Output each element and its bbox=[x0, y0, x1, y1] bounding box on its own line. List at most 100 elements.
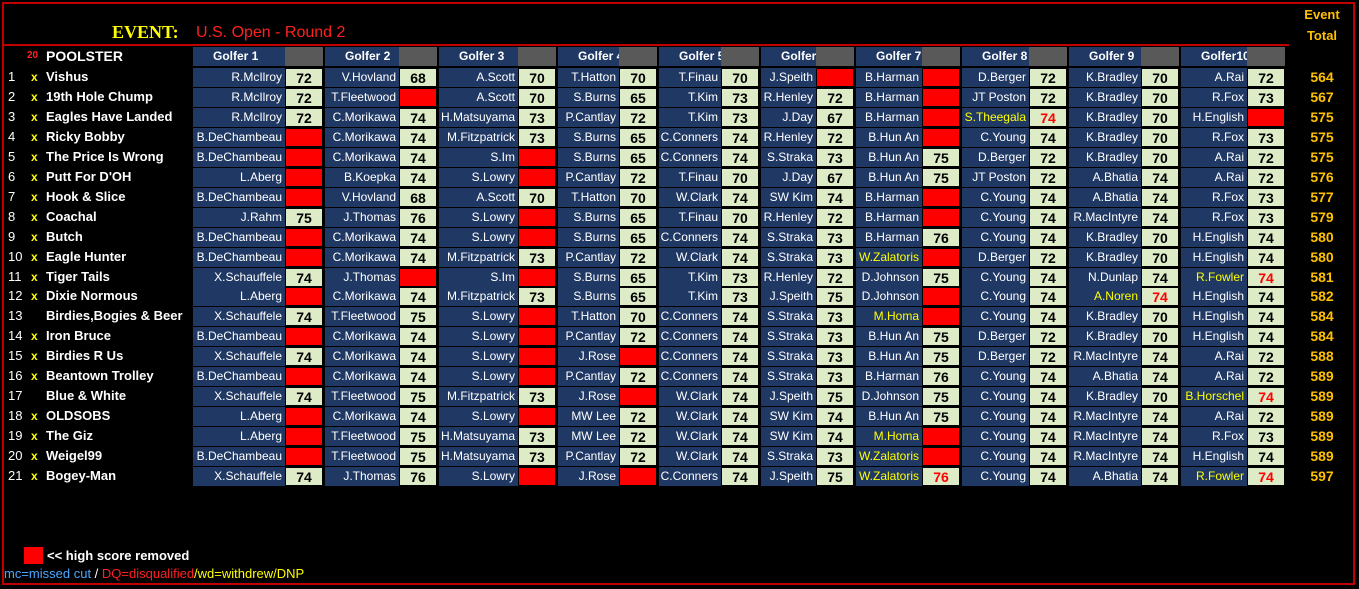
golfer-score-cell bbox=[518, 467, 556, 486]
row-rank: 16 bbox=[8, 368, 23, 384]
golfer-score-cell: 74 bbox=[721, 227, 759, 247]
golfer-name-cell: C.Morikawa bbox=[325, 247, 399, 267]
row-rank: 21 bbox=[8, 468, 23, 483]
golfer-name-cell: K.Bradley bbox=[1069, 387, 1141, 407]
golfer-name-cell: X.Schauffele bbox=[193, 387, 285, 407]
row-paid-mark: x bbox=[31, 369, 38, 384]
row-event-total: 564 bbox=[1310, 69, 1334, 85]
row-event-total: 575 bbox=[1310, 148, 1334, 165]
golfer-score-cell: 76 bbox=[922, 227, 960, 247]
golfer-name-cell: C.Young bbox=[962, 267, 1029, 287]
golfer-header-score-cell bbox=[922, 47, 960, 66]
footnote-wd: /wd=withdrew/DNP bbox=[194, 566, 305, 581]
row-event-total: 575 bbox=[1310, 108, 1334, 125]
row-paid-mark: x bbox=[31, 70, 38, 84]
golfer-score-cell: 74 bbox=[1029, 367, 1067, 387]
golfer-name-cell: C.Morikawa bbox=[325, 327, 399, 347]
row-paid-mark: x bbox=[31, 189, 38, 204]
golfer-score-cell: 74 bbox=[1029, 467, 1067, 486]
golfer-score-cell: 70 bbox=[619, 307, 657, 327]
golfer-name-cell: T.Fleetwood bbox=[325, 87, 399, 107]
table-row: 17 Blue & White X.Schauffele 74 T.Fleetwood 7… bbox=[0, 386, 1359, 407]
poolster-header: POOLSTER bbox=[46, 48, 124, 64]
golfer-name-cell: B.Hun An bbox=[856, 147, 922, 167]
golfer-score-cell: 75 bbox=[399, 447, 437, 467]
golfer-score-cell: 74 bbox=[721, 427, 759, 447]
golfer-name-cell: R.Fox bbox=[1181, 87, 1247, 107]
row-rank: 7 bbox=[8, 188, 16, 204]
golfer-score-cell: 74 bbox=[1247, 467, 1285, 486]
golfer-score-cell: 74 bbox=[816, 407, 854, 427]
golfer-score-cell bbox=[922, 107, 960, 127]
golfer-score-cell: 74 bbox=[399, 367, 437, 387]
golfer-score-cell: 72 bbox=[816, 267, 854, 287]
golfer-score-cell: 74 bbox=[1029, 267, 1067, 287]
row-event-total: 597 bbox=[1310, 468, 1334, 484]
golfer-name-cell: W.Clark bbox=[659, 247, 721, 267]
golfer-name-cell: W.Zalatoris bbox=[856, 467, 922, 486]
golfer-name-cell: R.McIlroy bbox=[193, 107, 285, 127]
golfer-name-cell: B.Koepka bbox=[325, 167, 399, 187]
golfer-score-cell: 74 bbox=[1141, 447, 1179, 467]
golfer-name-cell: C.Conners bbox=[659, 147, 721, 167]
golfer-score-cell: 75 bbox=[922, 347, 960, 367]
row-event-total: 575 bbox=[1310, 128, 1334, 145]
golfer-header-3: Golfer 3 bbox=[439, 47, 556, 66]
golfer-score-cell: 75 bbox=[285, 207, 323, 227]
golfer-score-cell: 74 bbox=[1029, 427, 1067, 447]
table-row: 19 x The Giz L.Aberg T.Fleetwood 75 H.Matsuyam… bbox=[0, 426, 1359, 447]
golfer-score-cell: 65 bbox=[619, 207, 657, 227]
golfer-score-cell: 65 bbox=[619, 227, 657, 247]
golfer-score-cell: 75 bbox=[922, 147, 960, 167]
row-paid-mark: x bbox=[31, 229, 38, 244]
golfer-score-cell: 70 bbox=[1141, 127, 1179, 147]
golfer-score-cell: 72 bbox=[1029, 147, 1067, 167]
golfer-name-cell: D.Johnson bbox=[856, 267, 922, 287]
golfer-name-cell: D.Berger bbox=[962, 68, 1029, 87]
golfer-score-cell bbox=[518, 267, 556, 287]
golfer-score-cell: 74 bbox=[1247, 227, 1285, 247]
golfer-score-cell: 72 bbox=[619, 247, 657, 267]
row-rank: 14 bbox=[8, 328, 23, 344]
golfer-header-2: Golfer 2 bbox=[325, 47, 437, 66]
golfer-score-cell: 70 bbox=[1141, 107, 1179, 127]
golfer-name-cell: T.Fleetwood bbox=[325, 427, 399, 447]
golfer-header-score-cell bbox=[816, 47, 854, 66]
row-rank: 9 bbox=[8, 228, 16, 244]
row-paid-mark: x bbox=[31, 149, 38, 164]
golfer-score-cell: 72 bbox=[1029, 327, 1067, 347]
golfer-score-cell: 75 bbox=[922, 387, 960, 407]
golfer-score-cell: 73 bbox=[518, 127, 556, 147]
golfer-score-cell: 74 bbox=[721, 367, 759, 387]
golfer-name-cell: C.Young bbox=[962, 187, 1029, 207]
golfer-name-cell: B.Hun An bbox=[856, 327, 922, 347]
golfer-name-cell: M.Fitzpatrick bbox=[439, 247, 518, 267]
table-row: 15 x Birdies R Us X.Schauffele 74 C.Morikawa 7… bbox=[0, 346, 1359, 367]
golfer-name-cell: SW Kim bbox=[761, 407, 816, 427]
golfer-score-cell: 74 bbox=[285, 347, 323, 367]
event-total-header-line1: Event bbox=[1304, 7, 1340, 22]
row-event-total: 576 bbox=[1310, 168, 1334, 185]
row-poolster-name: Blue & White bbox=[46, 388, 127, 404]
golfer-name-cell: A.Rai bbox=[1181, 347, 1247, 367]
row-event-total: 589 bbox=[1310, 428, 1334, 445]
row-paid-mark: x bbox=[31, 449, 38, 464]
golfer-score-cell: 74 bbox=[721, 327, 759, 347]
row-paid-mark: x bbox=[31, 269, 38, 284]
golfer-score-cell: 72 bbox=[619, 407, 657, 427]
golfer-score-cell: 74 bbox=[721, 447, 759, 467]
golfer-score-cell bbox=[285, 227, 323, 247]
row-poolster-name: Birdies,Bogies & Beer bbox=[46, 308, 183, 324]
table-row: 1 x Vishus R.McIlroy 72 V.Hovland 68 A.Scott 70 T… bbox=[0, 67, 1359, 87]
golfer-score-cell: 70 bbox=[1141, 68, 1179, 87]
golfer-score-cell: 74 bbox=[721, 407, 759, 427]
golfer-name-cell: K.Bradley bbox=[1069, 87, 1141, 107]
golfer-name-cell: S.Straka bbox=[761, 447, 816, 467]
golfer-name-cell: B.Horschel bbox=[1181, 387, 1247, 407]
golfer-header-8: Golfer 8 bbox=[962, 47, 1067, 66]
row-paid-mark: x bbox=[31, 469, 38, 483]
golfer-name-cell: H.Matsuyama bbox=[439, 447, 518, 467]
golfer-name-cell: T.Finau bbox=[659, 207, 721, 227]
table-row: 5 x The Price Is Wrong B.DeChambeau C.Morika… bbox=[0, 147, 1359, 167]
golfer-score-cell bbox=[922, 427, 960, 447]
